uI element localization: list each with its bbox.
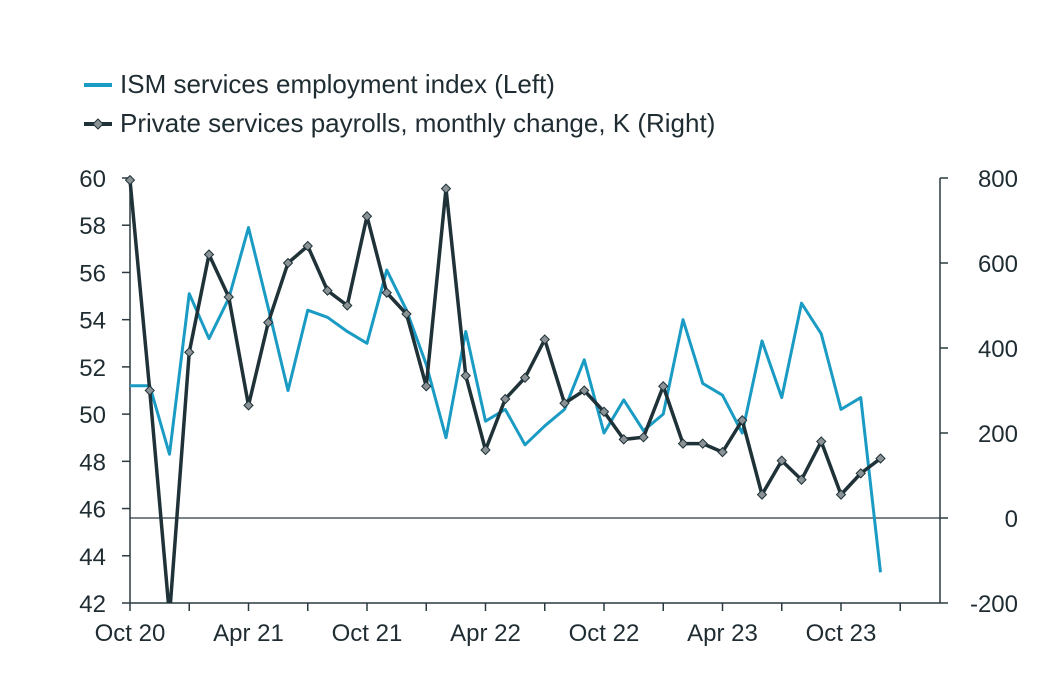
- payrolls-point: [658, 381, 669, 392]
- payrolls-point: [559, 398, 570, 409]
- payrolls-point: [203, 249, 215, 260]
- payrolls-point: [421, 381, 432, 392]
- left-tick-label: 42: [79, 591, 106, 618]
- payrolls-point: [342, 300, 353, 311]
- x-tick-label: Oct 21: [332, 620, 403, 647]
- payrolls-point: [756, 489, 768, 500]
- right-axis-ticks: 800 600 400 200 0 -200: [940, 166, 1018, 618]
- axes: [129, 178, 941, 604]
- x-tick-label: Apr 21: [213, 620, 284, 647]
- series-payrolls: [124, 174, 886, 603]
- payrolls-point: [855, 468, 866, 479]
- left-tick-label: 58: [79, 213, 106, 240]
- left-axis-ticks: 60 58 56 54 52 50 48 46 44 42: [79, 166, 130, 618]
- payrolls-point: [322, 285, 333, 296]
- right-tick-label: 800: [978, 166, 1018, 193]
- payrolls-point: [519, 372, 531, 383]
- x-tick-label: Oct 22: [569, 620, 640, 647]
- payrolls-point: [618, 434, 629, 445]
- payrolls-point: [144, 385, 155, 396]
- legend-payrolls-swatch: [84, 118, 112, 130]
- payrolls-point: [638, 432, 649, 443]
- right-tick-label: 400: [978, 336, 1018, 363]
- payrolls-point: [460, 370, 471, 381]
- left-tick-label: 56: [79, 260, 106, 287]
- payrolls-point: [677, 438, 689, 449]
- payrolls-point: [875, 453, 886, 464]
- left-tick-label: 54: [79, 308, 106, 335]
- payrolls-point: [500, 393, 511, 405]
- x-tick-label: Apr 23: [687, 620, 758, 647]
- payrolls-point: [539, 334, 550, 345]
- left-tick-label: 52: [79, 355, 106, 382]
- payrolls-point: [697, 438, 708, 449]
- series-ism: [130, 226, 882, 573]
- payrolls-point: [401, 308, 412, 320]
- x-axis-ticks: Oct 20 Apr 21 Oct 21 Apr 22 Oct 22 Apr 23 Oct …: [95, 603, 901, 647]
- payrolls-point: [184, 347, 195, 358]
- right-tick-label: 200: [978, 421, 1018, 448]
- payrolls-point: [302, 240, 313, 252]
- payrolls-point: [776, 455, 787, 466]
- left-tick-label: 50: [79, 402, 106, 429]
- payrolls-point: [243, 400, 254, 411]
- legend: ISM services employment index (Left) Pri…: [84, 69, 715, 138]
- payrolls-point: [282, 257, 294, 269]
- left-tick-label: 46: [79, 497, 106, 524]
- legend-ism-label: ISM services employment index (Left): [120, 69, 555, 99]
- right-tick-label: 600: [978, 251, 1018, 278]
- payrolls-point: [381, 287, 392, 298]
- payrolls-point: [361, 211, 373, 222]
- x-tick-label: Oct 23: [806, 620, 877, 647]
- payrolls-point: [717, 446, 728, 458]
- payrolls-point: [223, 291, 234, 303]
- right-tick-label: 0: [1005, 506, 1018, 533]
- payrolls-point: [263, 317, 274, 328]
- payrolls-point: [598, 406, 610, 417]
- left-tick-label: 60: [79, 166, 106, 193]
- x-tick-label: Oct 20: [95, 620, 166, 647]
- payrolls-point: [579, 385, 590, 396]
- legend-payrolls-label: Private services payrolls, monthly chang…: [120, 108, 715, 138]
- payrolls-point: [835, 489, 847, 500]
- payrolls-point: [480, 444, 491, 456]
- left-tick-label: 48: [79, 449, 106, 476]
- payrolls-point: [816, 436, 827, 447]
- payrolls-point: [124, 174, 136, 186]
- left-tick-label: 44: [79, 544, 106, 571]
- right-tick-label: -200: [970, 591, 1018, 618]
- payrolls-point: [440, 183, 452, 194]
- payrolls-point: [737, 415, 748, 426]
- payrolls-point: [796, 474, 807, 485]
- ism-line: [130, 226, 882, 573]
- x-tick-label: Apr 22: [450, 620, 521, 647]
